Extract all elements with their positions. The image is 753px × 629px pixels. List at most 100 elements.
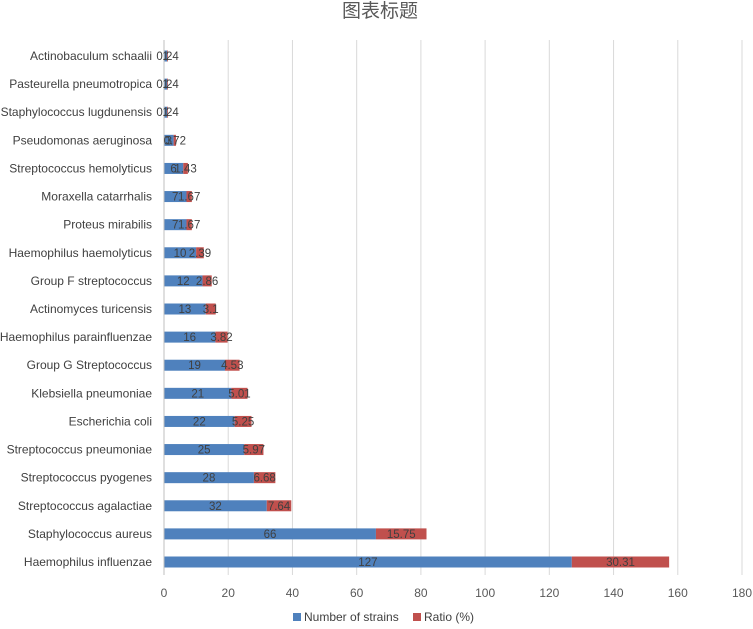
- bar-ratio-streptococcus-agalactiae[interactable]: [266, 500, 292, 512]
- x-tick-label-40: 40: [286, 586, 300, 600]
- data-label-number-of-strains-streptococcus-agalactiae: 32: [209, 501, 222, 513]
- legend-label-number-of-strains[interactable]: Number of strains: [304, 610, 399, 624]
- data-label-number-of-strains-staphylococcus-lugdunensis: 1: [162, 107, 168, 119]
- x-tick-label-20: 20: [222, 586, 236, 600]
- category-label-haemophilus-haemolyticus: Haemophilus haemolyticus: [9, 246, 152, 260]
- bar-number-of-strains-proteus-mirabilis[interactable]: [164, 219, 187, 231]
- bar-number-of-strains-escherichia-coli[interactable]: [164, 415, 235, 427]
- category-axis: Actinobaculum schaalii Pasteurella pneumo…: [0, 49, 152, 569]
- category-label-proteus-mirabilis: Proteus mirabilis: [63, 218, 152, 232]
- data-label-number-of-strains-group-g-streptococcus: 19: [188, 360, 201, 372]
- data-label-ratio-haemophilus-parainfluenzae: 3.82: [210, 332, 232, 344]
- data-label-ratio-streptococcus-pyogenes: 6.68: [253, 473, 275, 485]
- bar-ratio-group-g-streptococcus[interactable]: [225, 359, 240, 371]
- bar-ratio-klebsiella-pneumoniae[interactable]: [231, 387, 248, 399]
- bar-ratio-escherichia-coli[interactable]: [234, 415, 252, 427]
- bar-ratio-proteus-mirabilis[interactable]: [186, 219, 192, 231]
- data-label-ratio-streptococcus-hemolyticus: 1.43: [174, 163, 196, 175]
- bar-number-of-strains-actinobaculum-schaalii[interactable]: [164, 50, 168, 62]
- x-axis: 0 20 40 60 80 100 120 140 160 180: [161, 40, 752, 600]
- x-tick-label-120: 120: [539, 586, 559, 600]
- bar-ratio-pasteurella-pneumotropica[interactable]: [167, 78, 168, 90]
- data-label-ratio-moraxella-catarrhalis: 1.67: [178, 192, 200, 204]
- data-label-number-of-strains-actinobaculum-schaalii: 1: [162, 51, 168, 63]
- bar-number-of-strains-pseudomonas-aeruginosa[interactable]: [164, 134, 174, 146]
- data-label-ratio-staphylococcus-lugdunensis: 0.24: [156, 107, 179, 119]
- bar-ratio-streptococcus-pyogenes[interactable]: [253, 472, 276, 484]
- data-label-ratio-haemophilus-haemolyticus: 2.39: [189, 248, 211, 260]
- bar-ratio-haemophilus-parainfluenzae[interactable]: [215, 331, 228, 343]
- category-label-haemophilus-parainfluenzae: Haemophilus parainfluenzae: [0, 330, 152, 344]
- data-label-number-of-strains-actinomyces-turicensis: 13: [178, 304, 191, 316]
- bar-ratio-group-f-streptococcus[interactable]: [202, 275, 212, 287]
- category-label-group-f-streptococcus: Group F streptococcus: [31, 274, 152, 288]
- bar-number-of-strains-staphylococcus-lugdunensis[interactable]: [164, 106, 168, 118]
- data-label-ratio-escherichia-coli: 5.25: [232, 416, 254, 428]
- data-label-number-of-strains-pseudomonas-aeruginosa: 3: [166, 135, 172, 147]
- data-label-number-of-strains-haemophilus-parainfluenzae: 16: [183, 332, 196, 344]
- bar-number-of-strains-klebsiella-pneumoniae[interactable]: [164, 387, 232, 399]
- bar-number-of-strains-pasteurella-pneumotropica[interactable]: [164, 78, 168, 90]
- bar-ratio-haemophilus-haemolyticus[interactable]: [196, 247, 204, 259]
- category-label-streptococcus-pneumoniae: Streptococcus pneumoniae: [7, 443, 153, 457]
- x-tick-label-80: 80: [414, 586, 428, 600]
- bar-ratio-pseudomonas-aeruginosa[interactable]: [173, 134, 176, 146]
- legend-swatch-ratio[interactable]: [413, 613, 421, 621]
- bar-ratio-actinobaculum-schaalii[interactable]: [167, 50, 168, 62]
- bar-ratio-moraxella-catarrhalis[interactable]: [186, 191, 192, 203]
- bar-number-of-strains-moraxella-catarrhalis[interactable]: [164, 191, 187, 203]
- data-label-number-of-strains-haemophilus-influenzae: 127: [358, 557, 377, 569]
- bar-number-of-strains-actinomyces-turicensis[interactable]: [164, 303, 206, 315]
- category-label-klebsiella-pneumoniae: Klebsiella pneumoniae: [31, 386, 152, 400]
- legend-swatch-number-of-strains[interactable]: [293, 613, 301, 621]
- data-label-ratio-haemophilus-influenzae: 30.31: [606, 557, 635, 569]
- bar-number-of-strains-streptococcus-pneumoniae[interactable]: [164, 444, 245, 456]
- data-label-ratio-streptococcus-pneumoniae: 5.97: [243, 445, 265, 457]
- bar-ratio-haemophilus-influenzae[interactable]: [571, 556, 670, 568]
- bar-number-of-strains-group-g-streptococcus[interactable]: [164, 359, 226, 371]
- category-label-staphylococcus-aureus: Staphylococcus aureus: [28, 527, 152, 541]
- x-tick-label-140: 140: [604, 586, 624, 600]
- data-label-number-of-strains-haemophilus-haemolyticus: 10: [174, 248, 187, 260]
- data-label-ratio-klebsiella-pneumoniae: 5.01: [228, 388, 250, 400]
- bar-number-of-strains-group-f-streptococcus[interactable]: [164, 275, 203, 287]
- bar-ratio-staphylococcus-lugdunensis[interactable]: [167, 106, 168, 118]
- data-label-number-of-strains-streptococcus-pyogenes: 28: [203, 473, 216, 485]
- data-label-ratio-pseudomonas-aeruginosa: 0.72: [164, 135, 186, 147]
- x-tick-label-0: 0: [161, 586, 168, 600]
- bar-ratio-streptococcus-hemolyticus[interactable]: [183, 162, 188, 174]
- bar-number-of-strains-haemophilus-haemolyticus[interactable]: [164, 247, 197, 259]
- bar-number-of-strains-streptococcus-agalactiae[interactable]: [164, 500, 267, 512]
- category-label-moraxella-catarrhalis: Moraxella catarrhalis: [41, 190, 152, 204]
- category-label-pseudomonas-aeruginosa: Pseudomonas aeruginosa: [13, 133, 153, 147]
- bar-ratio-staphylococcus-aureus[interactable]: [375, 528, 427, 540]
- bar-number-of-strains-staphylococcus-aureus[interactable]: [164, 528, 376, 540]
- category-label-haemophilus-influenzae: Haemophilus influenzae: [24, 555, 152, 569]
- x-tick-label-180: 180: [732, 586, 752, 600]
- category-label-escherichia-coli: Escherichia coli: [69, 414, 152, 428]
- bar-number-of-strains-haemophilus-influenzae[interactable]: [164, 556, 572, 568]
- data-label-number-of-strains-moraxella-catarrhalis: 7: [172, 192, 178, 204]
- data-label-ratio-actinobaculum-schaalii: 0.24: [156, 51, 179, 63]
- category-label-streptococcus-hemolyticus: Streptococcus hemolyticus: [9, 161, 152, 175]
- category-label-streptococcus-pyogenes: Streptococcus pyogenes: [21, 471, 152, 485]
- data-label-number-of-strains-proteus-mirabilis: 7: [172, 220, 178, 232]
- legend[interactable]: Number of strains Ratio (%): [293, 610, 474, 624]
- data-label-number-of-strains-pasteurella-pneumotropica: 1: [162, 79, 168, 91]
- data-label-ratio-streptococcus-agalactiae: 7.64: [268, 501, 291, 513]
- legend-label-ratio[interactable]: Ratio (%): [424, 610, 474, 624]
- bar-number-of-strains-streptococcus-hemolyticus[interactable]: [164, 162, 184, 174]
- data-label-number-of-strains-staphylococcus-aureus: 66: [264, 529, 277, 541]
- x-tick-label-160: 160: [668, 586, 688, 600]
- bar-number-of-strains-streptococcus-pyogenes[interactable]: [164, 472, 254, 484]
- data-label-ratio-group-f-streptococcus: 2.86: [196, 276, 218, 288]
- data-label-ratio-pasteurella-pneumotropica: 0.24: [156, 79, 179, 91]
- bar-number-of-strains-haemophilus-parainfluenzae[interactable]: [164, 331, 216, 343]
- chart-title: 图表标题: [342, 0, 418, 22]
- bars: [164, 50, 670, 568]
- data-label-ratio-actinomyces-turicensis: 3.1: [203, 304, 219, 316]
- bar-ratio-streptococcus-pneumoniae[interactable]: [244, 444, 264, 456]
- bar-ratio-actinomyces-turicensis[interactable]: [205, 303, 216, 315]
